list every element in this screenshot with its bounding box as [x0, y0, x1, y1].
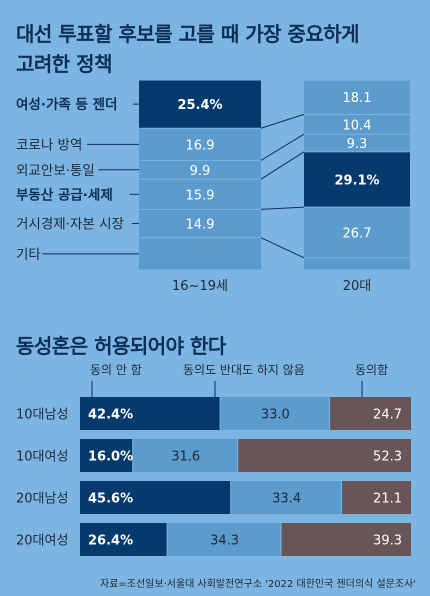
chart1-value-label-0-2: 9.9: [190, 164, 211, 179]
chart1-row-label-4: 거시경제·자본 시장: [16, 217, 124, 233]
chart1-value-label-0-4: 14.9: [186, 218, 215, 233]
chart2-row-label-1: 10대여성: [16, 450, 68, 465]
chart2-value-label-2-0: 45.6%: [88, 492, 133, 507]
chart2-value-label-1-0: 16.0%: [88, 450, 133, 465]
chart2-bar-0-0: [80, 397, 220, 430]
chart1-bar-1-1: [304, 114, 410, 134]
chart1-bar-1-3: [304, 152, 410, 207]
chart2-legend-label-1: 동의도 반대도 하지 않음: [183, 363, 305, 377]
chart1-row-label-2: 외교안보·통일: [16, 163, 95, 179]
chart2-value-label-3-1: 34.3: [210, 534, 239, 549]
chart2-bar-3-0: [80, 523, 167, 556]
chart1-value-label-1-1: 10.4: [343, 118, 372, 133]
chart1-value-label-1-0: 18.1: [343, 91, 372, 106]
chart1-bar-0-4: [139, 209, 261, 238]
chart1-value-label-0-3: 15.9: [186, 188, 215, 203]
source-note: 자료=조선일보·서울대 사회발전연구소 '2022 대한민국 젠더의식 설문조사…: [100, 579, 416, 590]
chart1-connector-2: [260, 151, 305, 180]
chart2-bar-1-2: [238, 439, 411, 472]
chart2-row-label-2: 20대남성: [16, 492, 68, 507]
chart1-title-line2: 고려한 정책: [16, 52, 112, 76]
chart1-value-label-1-2: 9.3: [347, 137, 368, 152]
chart2-value-label-1-2: 52.3: [373, 450, 402, 465]
chart1-category-label-1: 20대: [343, 279, 372, 294]
chart1-bar-0-2: [139, 160, 261, 179]
chart2-legend-label-2: 동의함: [355, 363, 388, 377]
chart2-bar-3-1: [167, 523, 281, 556]
chart2-bar-0-1: [220, 397, 330, 430]
chart1-connector-0: [260, 113, 305, 129]
chart1-bar-0-0: [139, 80, 261, 128]
chart2-value-label-0-1: 33.0: [261, 408, 290, 423]
chart1-bar-0-3: [139, 179, 261, 209]
chart2-bar-2-0: [80, 481, 231, 514]
chart1-value-label-1-3: 29.1%: [334, 173, 379, 188]
chart1-bar-1-5: [304, 258, 410, 270]
chart1-connector-1: [260, 133, 305, 161]
chart2-bar-0-2: [330, 397, 411, 430]
chart2-legend-label-0: 동의 안 함: [90, 363, 142, 377]
chart1-value-label-1-4: 26.7: [343, 226, 372, 241]
chart2-bar-1-1: [133, 439, 238, 472]
chart2-bar-2-2: [342, 481, 411, 514]
chart1-bar-0-1: [139, 128, 261, 160]
chart1-row-label-3: 부동산 공급·세제: [16, 186, 113, 203]
chart1-connector-4: [260, 237, 305, 259]
chart1-value-label-0-0: 25.4%: [177, 98, 222, 113]
chart2-value-label-2-1: 33.4: [272, 492, 301, 507]
chart2-value-label-3-2: 39.3: [373, 534, 402, 549]
chart2-value-label-1-1: 31.6: [171, 450, 200, 465]
chart2-row-label-3: 20대여성: [16, 534, 68, 549]
chart2-value-label-0-2: 24.7: [373, 408, 402, 423]
chart1-connector-3: [260, 206, 305, 210]
chart2-bar-3-2: [281, 523, 411, 556]
chart1-bar-0-5: [139, 238, 261, 270]
chart1-category-label-0: 16~19세: [172, 279, 228, 294]
chart2-title: 동성혼은 허용되어야 한다: [16, 334, 226, 358]
chart2-row-label-0: 10대남성: [16, 408, 68, 423]
chart1-row-label-0: 여성·가족 등 젠더: [16, 96, 117, 113]
chart2-value-label-3-0: 26.4%: [88, 534, 133, 549]
chart1-title-line1: 대선 투표할 후보를 고를 때 가장 중요하게: [16, 22, 360, 46]
chart1-bar-1-0: [304, 80, 410, 114]
chart2-bar-1-0: [80, 439, 133, 472]
chart1-bar-1-2: [304, 134, 410, 152]
chart2-value-label-0-0: 42.4%: [88, 408, 133, 423]
chart2-bar-2-1: [231, 481, 342, 514]
chart1-bar-1-4: [304, 207, 410, 258]
chart1-row-label-5: 기타: [16, 247, 41, 263]
chart1-row-label-1: 코로나 방역: [16, 137, 82, 153]
chart2-value-label-2-2: 21.1: [373, 492, 402, 507]
chart1-value-label-0-1: 16.9: [186, 138, 215, 153]
